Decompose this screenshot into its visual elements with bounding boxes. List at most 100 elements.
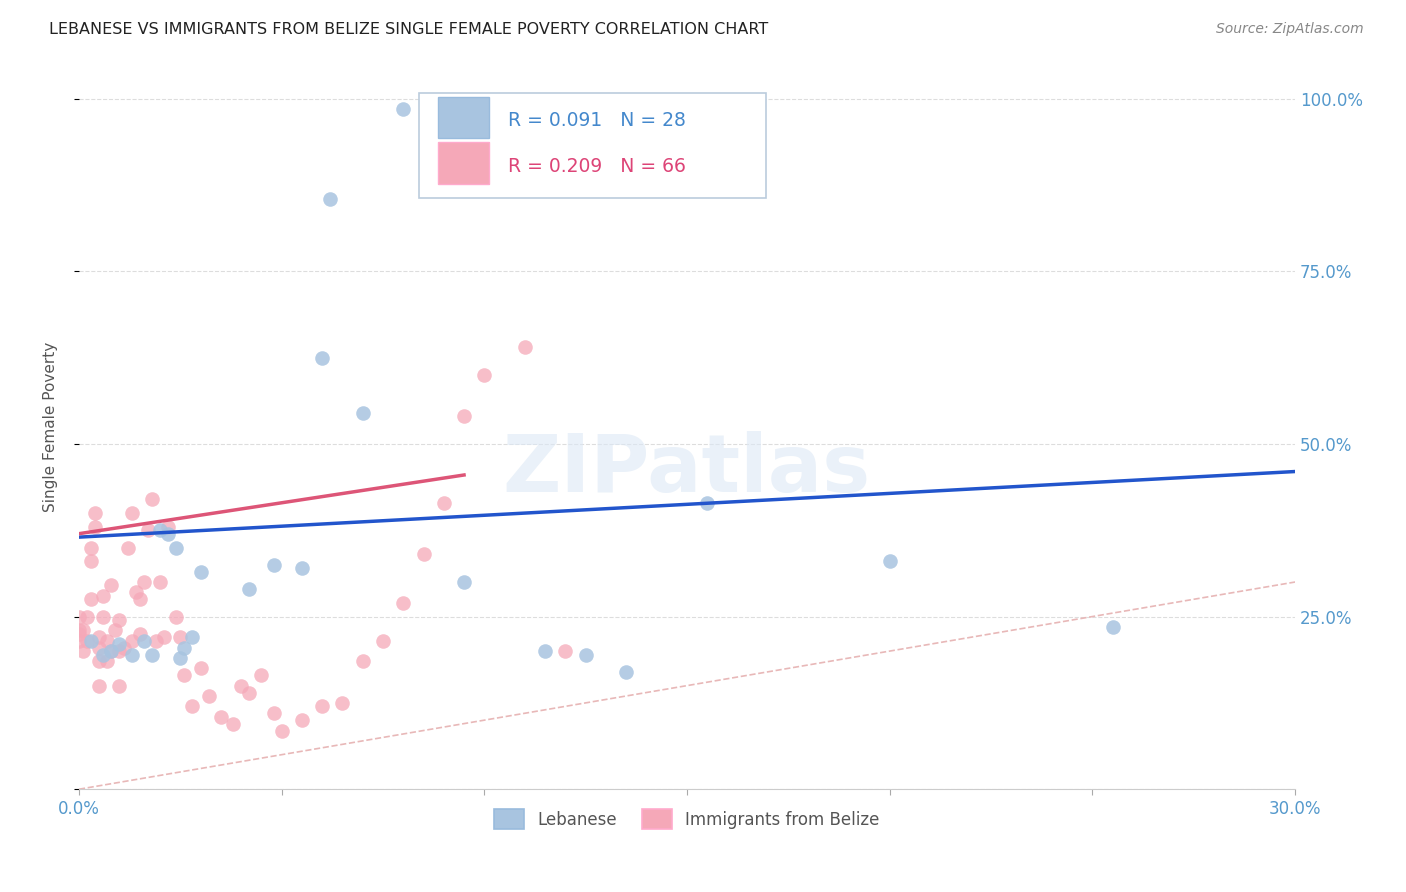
Point [108, 679, 131, 693]
Point [132, 633, 155, 648]
Point [311, 699, 333, 714]
Point [108, 613, 131, 627]
Point [80, 554, 103, 568]
Point [72, 644, 94, 658]
Point [100, 644, 122, 658]
Point [554, 644, 576, 658]
Point [153, 630, 176, 644]
Point [173, 640, 195, 655]
Point [149, 575, 172, 590]
Point [141, 492, 163, 507]
Point [128, 627, 150, 641]
Text: R = 0.091   N = 28: R = 0.091 N = 28 [508, 112, 686, 130]
Point [453, 409, 475, 424]
Point [534, 644, 557, 658]
Point [165, 541, 187, 555]
Point [190, 661, 212, 675]
Point [412, 548, 434, 562]
Point [91, 648, 114, 662]
Point [165, 609, 187, 624]
Point [209, 709, 232, 723]
FancyBboxPatch shape [437, 142, 489, 184]
Point [67, 624, 90, 638]
Point [311, 351, 333, 365]
FancyBboxPatch shape [419, 93, 766, 198]
Point [89, 640, 111, 655]
Point [84, 506, 107, 520]
Point [117, 541, 139, 555]
Point [132, 575, 155, 590]
Point [89, 679, 111, 693]
Point [128, 592, 150, 607]
Point [76, 609, 98, 624]
Point [173, 668, 195, 682]
Point [84, 520, 107, 534]
Point [157, 526, 180, 541]
Point [112, 640, 135, 655]
Point [72, 624, 94, 638]
Point [197, 689, 219, 703]
Point [319, 192, 342, 206]
Point [89, 655, 111, 669]
Point [291, 713, 314, 727]
Point [352, 406, 374, 420]
Point [125, 585, 148, 599]
Point [352, 655, 374, 669]
Point [575, 648, 598, 662]
Point [76, 633, 98, 648]
Point [222, 716, 245, 731]
Point [96, 655, 118, 669]
Point [100, 644, 122, 658]
Point [145, 633, 167, 648]
Point [291, 561, 314, 575]
Point [67, 627, 90, 641]
Point [108, 644, 131, 658]
Point [472, 368, 495, 382]
Point [169, 651, 191, 665]
Point [121, 633, 143, 648]
Point [67, 633, 90, 648]
Point [121, 648, 143, 662]
Point [392, 102, 415, 116]
Point [91, 609, 114, 624]
Point [169, 630, 191, 644]
Text: Source: ZipAtlas.com: Source: ZipAtlas.com [1216, 22, 1364, 37]
Point [332, 696, 354, 710]
Point [453, 575, 475, 590]
Point [104, 624, 127, 638]
Point [121, 506, 143, 520]
Point [696, 495, 718, 509]
Text: ZIPatlas: ZIPatlas [503, 431, 872, 509]
Point [89, 630, 111, 644]
Point [67, 609, 90, 624]
Point [270, 723, 292, 738]
Point [238, 582, 260, 596]
Point [513, 340, 536, 354]
Point [250, 668, 273, 682]
Point [1101, 620, 1123, 634]
Legend: Lebanese, Immigrants from Belize: Lebanese, Immigrants from Belize [488, 803, 887, 835]
Point [108, 637, 131, 651]
FancyBboxPatch shape [437, 96, 489, 138]
Point [433, 495, 456, 509]
Point [263, 558, 285, 572]
Text: LEBANESE VS IMMIGRANTS FROM BELIZE SINGLE FEMALE POVERTY CORRELATION CHART: LEBANESE VS IMMIGRANTS FROM BELIZE SINGL… [49, 22, 769, 37]
Point [392, 596, 415, 610]
Point [96, 633, 118, 648]
Point [91, 589, 114, 603]
Text: R = 0.209   N = 66: R = 0.209 N = 66 [508, 157, 686, 176]
Point [100, 578, 122, 592]
Point [149, 523, 172, 537]
Y-axis label: Single Female Poverty: Single Female Poverty [44, 342, 58, 512]
Point [157, 520, 180, 534]
Point [263, 706, 285, 721]
Point [190, 565, 212, 579]
Point [371, 633, 394, 648]
Point [141, 648, 163, 662]
Point [879, 554, 901, 568]
Point [229, 679, 252, 693]
Point [136, 523, 159, 537]
Point [181, 699, 204, 714]
Point [80, 633, 103, 648]
Point [181, 630, 204, 644]
